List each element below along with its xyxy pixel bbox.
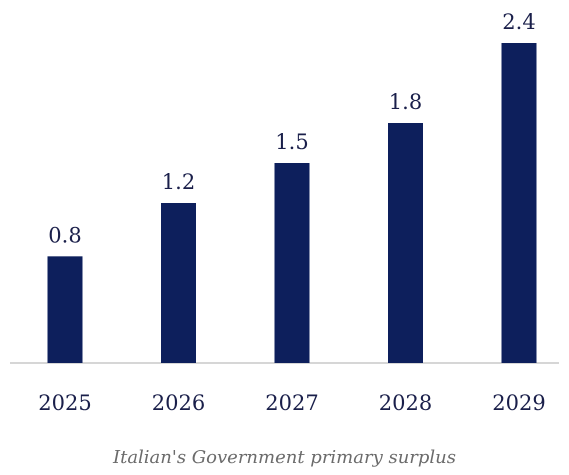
data-label-2026: 1.2 xyxy=(162,170,195,194)
data-label-2025: 0.8 xyxy=(48,223,81,247)
bars-layer xyxy=(47,43,537,363)
bar-2027 xyxy=(274,163,310,363)
chart-caption: Italian's Government primary surplus xyxy=(112,447,457,468)
data-label-2027: 1.5 xyxy=(275,130,308,154)
bar-2029 xyxy=(501,43,537,363)
bar-2025 xyxy=(47,256,83,363)
x-tick-label-2027: 2027 xyxy=(265,391,318,415)
x-tick-label-2029: 2029 xyxy=(492,391,545,415)
x-tick-label-2028: 2028 xyxy=(379,391,432,415)
data-labels-layer: 0.8 1.2 1.5 1.8 2.4 xyxy=(48,10,535,247)
x-tick-label-2026: 2026 xyxy=(152,391,205,415)
x-tick-label-2025: 2025 xyxy=(38,391,91,415)
data-label-2029: 2.4 xyxy=(502,10,535,34)
x-tick-labels-layer: 2025 2026 2027 2028 2029 xyxy=(38,391,545,415)
bar-2026 xyxy=(161,203,196,363)
data-label-2028: 1.8 xyxy=(389,90,422,114)
bar-2028 xyxy=(388,123,423,363)
